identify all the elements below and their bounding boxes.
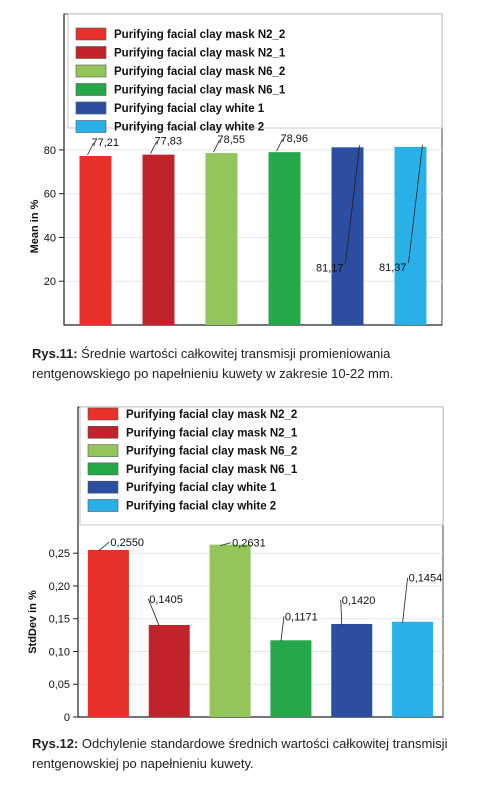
legend-label: Purifying facial clay mask N6_1 [126,464,298,476]
legend-swatch [75,27,107,41]
bar [392,621,434,717]
bar [205,153,238,325]
stddev-chart-svg: 0 0,05 0,10 0,15 0,20 0,25 StdDev in % Purifyin… [27,406,444,724]
legend-swatch [75,64,107,78]
label-leader [147,598,160,627]
figure-12-caption: Rys.12: Odchylenie standardowe średnich … [32,734,472,774]
figure-11-caption-text: Średnie wartości całkowitej transmisji p… [32,346,394,381]
y-tick-label: 80 [44,145,56,157]
legend-swatch [87,444,119,457]
legend-swatch [87,407,119,421]
bar [331,623,373,717]
label-leader [87,142,94,156]
stddev-chart: 0 0,05 0,10 0,15 0,20 0,25 StdDev in % Purifyin… [0,405,487,730]
legend-label: Purifying facial clay white 1 [114,103,265,115]
bar [79,155,112,325]
y-tick-label: 20 [44,276,56,288]
legend-label: Purifying facial clay mask N6_1 [114,85,286,97]
bar [394,146,427,325]
bar [148,624,190,717]
legend-swatch [75,46,107,59]
data-label: 77,83 [155,136,183,148]
legend-swatch [87,425,119,439]
legend-label: Purifying facial clay white 2 [114,122,264,134]
data-label: 0,1405 [149,594,183,606]
y-tick-label: 60 [44,189,56,201]
y-tick-label: 0,20 [49,581,70,593]
bar [268,152,301,325]
label-leader [276,138,283,152]
data-label: 0,1171 [285,611,318,623]
data-label: 0,1420 [342,595,376,607]
legend-label: Purifying facial clay mask N6_2 [126,446,297,458]
label-leader [340,599,343,625]
label-leader [345,145,360,264]
legend-swatch [75,101,107,115]
legend-label: Purifying facial clay mask N2_1 [114,48,286,60]
data-label: 0,2631 [232,538,266,550]
y-tick-label: 0,10 [49,646,70,658]
data-label: 0,2550 [110,537,144,549]
data-label: 77,21 [92,137,120,149]
mean-chart-svg: 20 40 60 80 Mean in % Purifying facial clay m… [29,13,443,326]
label-leader [402,577,408,623]
figure-11-caption: Rys.11: Średnie wartości całkowitej tran… [32,344,472,384]
y-tick-label: 0,25 [49,548,70,560]
data-label: 81,37 [379,262,407,274]
legend-label: Purifying facial clay white 1 [126,482,277,494]
label-leader [280,616,285,642]
legend-label: Purifying facial clay mask N2_2 [126,409,297,421]
label-leader [150,141,157,154]
legend-label: Purifying facial clay mask N6_2 [114,66,285,78]
legend-swatch [75,83,107,96]
y-tick-label: 0,15 [49,614,70,626]
legend-swatch [87,462,119,476]
data-label: 81,17 [316,262,344,274]
legend-label: Purifying facial clay mask N2_2 [114,29,285,41]
figure-12-caption-label: Rys.12: [32,736,79,751]
legend-swatch [87,499,119,512]
legend-label: Purifying facial clay white 2 [126,501,276,513]
label-leader [408,144,423,263]
label-leader [219,542,232,547]
y-tick-label: 40 [44,232,56,244]
bar [209,544,251,717]
legend-box [67,13,443,129]
label-leader [98,541,110,552]
y-axis-title: StdDev in % [27,590,39,654]
figure-12-caption-text: Odchylenie standardowe średnich wartości… [32,736,448,771]
bar [331,147,364,325]
legend-label: Purifying facial clay mask N2_1 [126,427,298,439]
legend-swatch [75,120,107,133]
figure-11-caption-label: Rys.11: [32,346,78,361]
data-label: 78,96 [281,133,309,145]
bar [142,154,175,325]
legend-swatch [87,480,119,494]
y-tick-label: 0 [64,712,70,724]
data-label: 0,1454 [409,573,443,585]
y-axis-title: Mean in % [29,199,41,253]
label-leader [213,139,220,153]
bar [87,549,129,717]
data-label: 78,55 [218,134,246,146]
y-tick-label: 0,05 [49,679,70,691]
bar [270,640,312,717]
mean-transmission-chart: 20 40 60 80 Mean in % Purifying facial clay m… [0,0,487,335]
legend-box [79,406,444,526]
